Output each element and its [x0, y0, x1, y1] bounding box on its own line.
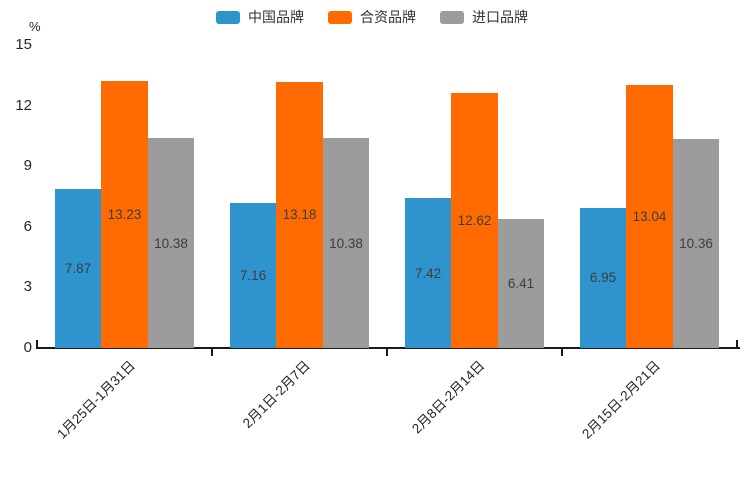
bar-value-label: 12.62: [457, 213, 492, 229]
x-axis-tick: [386, 349, 388, 356]
chart-legend: 中国品牌 合资品牌 进口品牌: [0, 7, 744, 27]
y-axis-tick-label: 12: [15, 96, 32, 114]
legend-item-label: 合资品牌: [360, 9, 416, 25]
bar-合资品牌-1月25日-1月31日: 13.23: [101, 80, 148, 348]
bar-合资品牌-2月15日-2月21日: 13.04: [626, 84, 673, 348]
bar-value-label: 7.42: [414, 265, 442, 281]
bar-中国品牌-2月8日-2月14日: 7.42: [404, 198, 452, 348]
bar-进口品牌-2月8日-2月14日: 6.41: [497, 218, 545, 348]
y-axis-tick-label: 0: [23, 339, 32, 357]
bar-value-label: 10.38: [154, 235, 188, 251]
bar-中国品牌-2月1日-2月7日: 7.16: [229, 203, 277, 348]
legend-item-label: 中国品牌: [248, 9, 304, 25]
x-axis-tick: [211, 349, 213, 356]
bar-value-label: 10.38: [329, 235, 363, 251]
legend-swatch-icon: [440, 10, 464, 24]
bar-value-label: 10.36: [679, 235, 713, 251]
x-axis-category-label: 2月1日-2月7日: [239, 357, 313, 432]
bar-进口品牌-1月25日-1月31日: 10.38: [147, 138, 195, 348]
bar-value-label: 7.16: [239, 268, 267, 284]
bar-value-label: 13.23: [107, 206, 142, 222]
y-axis-tick-label: 15: [15, 36, 32, 54]
legend-item-series-1[interactable]: 合资品牌: [328, 7, 416, 27]
bar-value-label: 6.41: [507, 275, 535, 291]
x-axis-line: [37, 347, 740, 349]
bar-合资品牌-2月1日-2月7日: 13.18: [276, 81, 323, 348]
bar-value-label: 7.87: [64, 261, 92, 276]
legend-item-series-0[interactable]: 中国品牌: [216, 7, 304, 27]
x-axis-tick: [736, 340, 738, 349]
bar-中国品牌-2月15日-2月21日: 6.95: [579, 207, 627, 348]
bar-合资品牌-2月8日-2月14日: 12.62: [451, 93, 498, 348]
bar-进口品牌-2月1日-2月7日: 10.38: [322, 138, 370, 348]
y-axis-tick-label: 3: [23, 278, 32, 296]
bar-value-label: 13.18: [282, 207, 317, 223]
y-axis-tick-label: 9: [23, 157, 32, 175]
x-axis-category-label: 2月15日-2月21日: [579, 357, 663, 442]
bar-进口品牌-2月15日-2月21日: 10.36: [672, 138, 720, 348]
legend-swatch-icon: [216, 10, 240, 24]
legend-item-label: 进口品牌: [472, 9, 528, 25]
y-axis-unit-label: %: [29, 19, 41, 34]
x-axis-category-label: 1月25日-1月31日: [54, 357, 138, 442]
bar-中国品牌-1月25日-1月31日: 7.87: [54, 189, 102, 348]
legend-item-series-2[interactable]: 进口品牌: [440, 7, 528, 27]
bar-value-label: 6.95: [589, 270, 617, 286]
legend-swatch-icon: [328, 10, 352, 24]
x-axis-tick: [561, 349, 563, 356]
bar-value-label: 13.04: [632, 208, 667, 224]
y-axis-tick-label: 6: [23, 217, 32, 235]
x-axis-tick: [36, 340, 38, 349]
x-axis-category-label: 2月8日-2月14日: [409, 357, 488, 437]
